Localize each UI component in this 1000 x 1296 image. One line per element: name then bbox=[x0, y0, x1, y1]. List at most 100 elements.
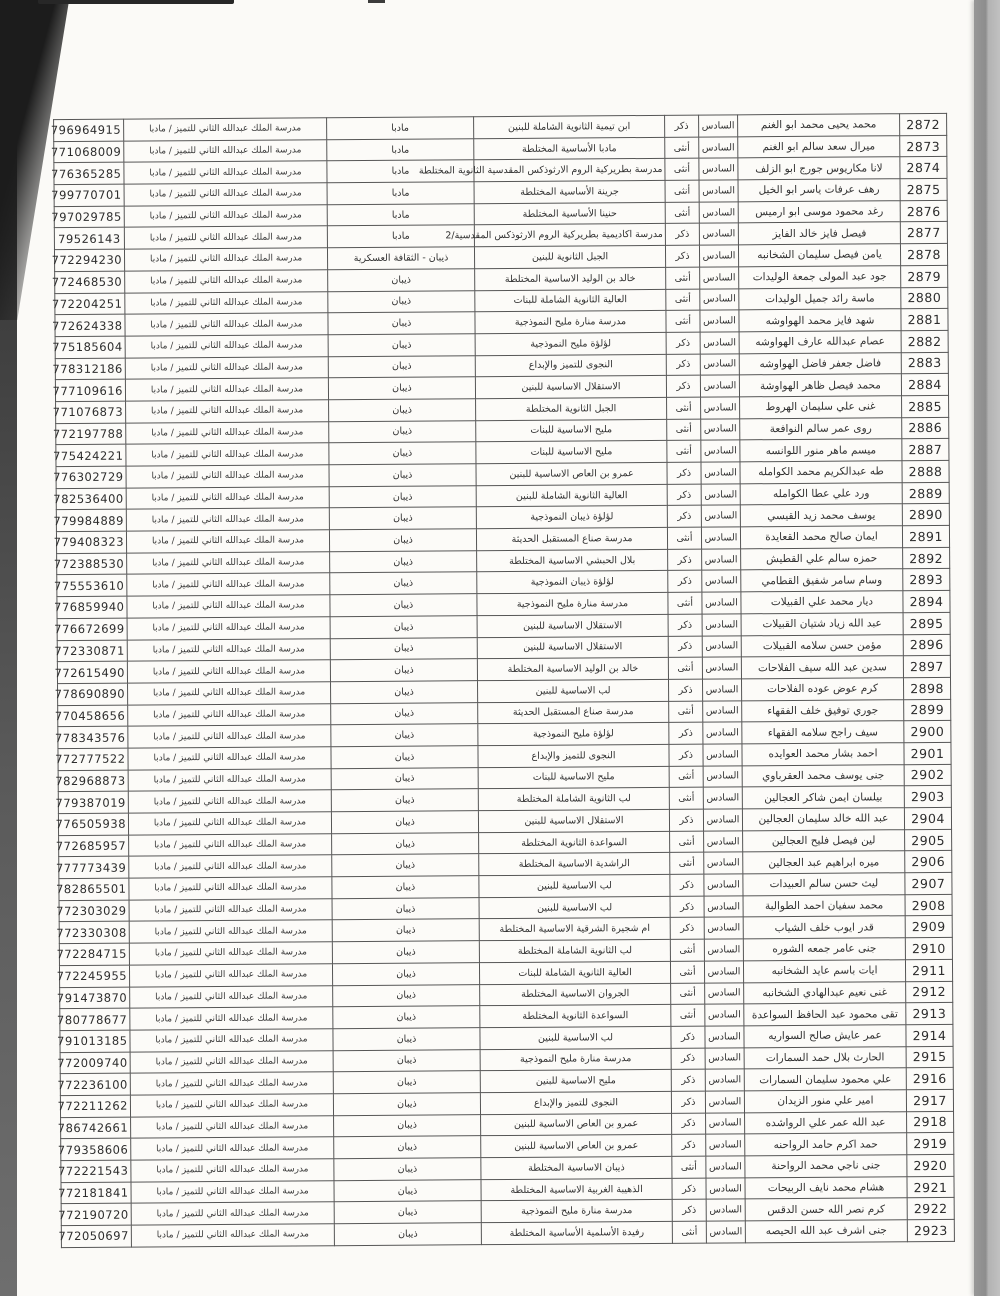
cell-school: لب الاساسية للبنين bbox=[477, 679, 669, 703]
cell-school: العالية الثانوية الشاملة للبنين bbox=[476, 484, 668, 508]
cell-serial-number: 2896 bbox=[903, 633, 951, 656]
cell-school: مدرسة صناع المستقبل الحديثة bbox=[477, 700, 669, 724]
cell-serial-number: 2882 bbox=[901, 330, 949, 353]
cell-school: السواعدة الثانوية المختلطة bbox=[478, 831, 670, 855]
cell-student-name: يامن فيصل سليمان الشخانبه bbox=[738, 243, 901, 267]
cell-district: مدرسة الملك عبدالله الثاني للتميز / مادب… bbox=[126, 486, 330, 510]
cell-region: ذيبان bbox=[332, 897, 480, 921]
cell-region: ذيبان bbox=[333, 1049, 481, 1072]
cell-district: مدرسة الملك عبدالله الثاني للتميز / مادب… bbox=[124, 312, 329, 337]
cell-phone-number: 775185604 bbox=[52, 336, 126, 359]
cell-grade: السادس bbox=[701, 548, 741, 571]
cell-student-name: يوسف محمد زيد القيسي bbox=[740, 504, 903, 527]
cell-district: مدرسة الملك عبدالله الثاني للتميز / مادب… bbox=[124, 204, 328, 228]
cell-serial-number: 2893 bbox=[902, 568, 950, 591]
cell-region: ذيبان bbox=[333, 1157, 481, 1181]
cell-gender: ذكر bbox=[667, 483, 702, 506]
cell-student-name: غنى نعيم عبدالهادي الشخانبه bbox=[743, 981, 906, 1005]
cell-student-name: فاضل جعفر فاضل الهواوشه bbox=[739, 352, 902, 376]
cell-grade: السادس bbox=[699, 179, 739, 202]
cell-grade: السادس bbox=[703, 852, 743, 875]
cell-serial-number: 2873 bbox=[899, 135, 947, 158]
cell-serial-number: 2899 bbox=[903, 698, 951, 721]
cell-district: مدرسة الملك عبدالله الثاني للتميز / مادب… bbox=[131, 1223, 335, 1247]
cell-serial-number: 2911 bbox=[905, 959, 953, 982]
cell-grade: السادس bbox=[698, 136, 738, 159]
cell-school: مدرسة منارة مليح النموذجية bbox=[481, 1199, 673, 1223]
cell-region: ذيبان bbox=[328, 333, 476, 357]
cell-phone-number: 772050697 bbox=[58, 1225, 132, 1248]
cell-gender: ذكر bbox=[665, 245, 700, 268]
cell-phone-number: 770458656 bbox=[55, 704, 128, 727]
cell-phone-number: 772615490 bbox=[55, 661, 128, 684]
cell-region: ذيبان bbox=[328, 463, 477, 487]
cell-phone-number: 777109616 bbox=[53, 379, 126, 402]
cell-serial-number: 2887 bbox=[901, 438, 949, 461]
cell-serial-number: 2920 bbox=[906, 1154, 954, 1177]
cell-school: النجوى للتميز والإبداع bbox=[477, 744, 670, 768]
cell-region: مادبا bbox=[326, 138, 474, 162]
cell-school: مليح الاساسية للبنات bbox=[478, 765, 670, 789]
cell-grade: السادس bbox=[705, 1177, 746, 1200]
cell-district: مدرسة الملك عبدالله الثاني للتميز / مادب… bbox=[128, 811, 332, 835]
cell-student-name: عبد الله زياد شتيان القبيلات bbox=[741, 612, 904, 636]
cell-student-name: فيصل فايز خالد الفايز bbox=[738, 222, 901, 245]
cell-school: عمرو بن العاص الاساسية للبنين bbox=[480, 1134, 672, 1158]
cell-district: مدرسة الملك عبدالله الثاني للتميز / مادب… bbox=[123, 117, 327, 141]
cell-district: مدرسة الملك عبدالله الثاني للتميز / مادب… bbox=[125, 421, 329, 445]
cell-school: الاستقلال الاساسية للبنين bbox=[478, 809, 670, 833]
cell-gender: أنثى bbox=[666, 440, 701, 463]
cell-gender: أنثى bbox=[669, 765, 704, 788]
cell-serial-number: 2908 bbox=[905, 894, 953, 917]
cell-phone-number: 771076873 bbox=[53, 401, 126, 424]
scanner-top-line bbox=[38, 0, 234, 4]
cell-gender: ذكر bbox=[667, 548, 702, 571]
cell-district: مدرسة الملك عبدالله الثاني للتميز / مادب… bbox=[127, 659, 331, 683]
cell-gender: ذكر bbox=[664, 115, 699, 138]
cell-district: مدرسة الملك عبدالله الثاني للتميز / مادب… bbox=[126, 594, 331, 618]
cell-school: لؤلؤة ذيبان النموذجية bbox=[476, 505, 668, 529]
cell-phone-number: 772284715 bbox=[56, 943, 130, 966]
cell-region: ذيبان bbox=[332, 1005, 480, 1029]
cell-gender: أنثى bbox=[667, 527, 702, 550]
cell-student-name: احمد بشار محمد العوايده bbox=[741, 742, 905, 766]
cell-grade: السادس bbox=[701, 591, 742, 614]
cell-region: مادبا bbox=[327, 203, 475, 227]
cell-phone-number: 782968873 bbox=[55, 769, 129, 792]
cell-district: مدرسة الملك عبدالله الثاني للتميز / مادب… bbox=[125, 334, 329, 358]
cell-region: ذيبان bbox=[332, 962, 480, 986]
cell-region: ذيبان bbox=[331, 810, 479, 834]
cell-region: ذيبان bbox=[331, 788, 479, 812]
cell-gender: أنثى bbox=[664, 136, 699, 159]
cell-phone-number: 772303029 bbox=[56, 899, 130, 923]
cell-phone-number: 775424221 bbox=[53, 444, 126, 467]
cell-region: ذيبان bbox=[330, 658, 478, 682]
cell-serial-number: 2913 bbox=[905, 1002, 953, 1025]
cell-student-name: رهف عرفات ياسر ابو الخيل bbox=[738, 178, 901, 202]
cell-school: لب الاساسية للبنين bbox=[479, 1026, 672, 1050]
cell-gender: ذكر bbox=[666, 331, 701, 354]
cell-grade: السادس bbox=[702, 722, 742, 745]
cell-district: مدرسة الملك عبدالله الثاني للتميز / مادب… bbox=[130, 1137, 334, 1161]
cell-gender: أنثى bbox=[669, 787, 704, 810]
cell-student-name: محمد سفيان احمد الطوالبة bbox=[743, 894, 906, 918]
cell-gender: أنثى bbox=[667, 592, 703, 615]
cell-grade: السادس bbox=[699, 223, 739, 246]
cell-phone-number: 772245955 bbox=[57, 964, 130, 988]
cell-gender: أنثى bbox=[671, 1156, 706, 1179]
cell-school: لؤلؤة ذيبان النموذجية bbox=[476, 570, 668, 594]
cell-region: ذيبان bbox=[333, 1179, 482, 1203]
cell-district: مدرسة الملك عبدالله الثاني للتميز / مادب… bbox=[128, 833, 332, 857]
cell-gender: ذكر bbox=[671, 1069, 706, 1092]
cell-serial-number: 2881 bbox=[900, 308, 949, 331]
cell-phone-number: 772236100 bbox=[57, 1073, 131, 1096]
cell-serial-number: 2910 bbox=[905, 937, 953, 960]
cell-student-name: هشام محمد نايف الربيحات bbox=[744, 1176, 908, 1200]
cell-student-name: روى عمر سالم النوافعة bbox=[739, 417, 902, 441]
cell-gender: أنثى bbox=[664, 158, 700, 181]
cell-school: الاستقلال الاساسية للبنين bbox=[477, 635, 669, 659]
cell-serial-number: 2907 bbox=[904, 872, 953, 895]
cell-gender: ذكر bbox=[667, 570, 702, 593]
cell-grade: السادس bbox=[704, 895, 744, 918]
